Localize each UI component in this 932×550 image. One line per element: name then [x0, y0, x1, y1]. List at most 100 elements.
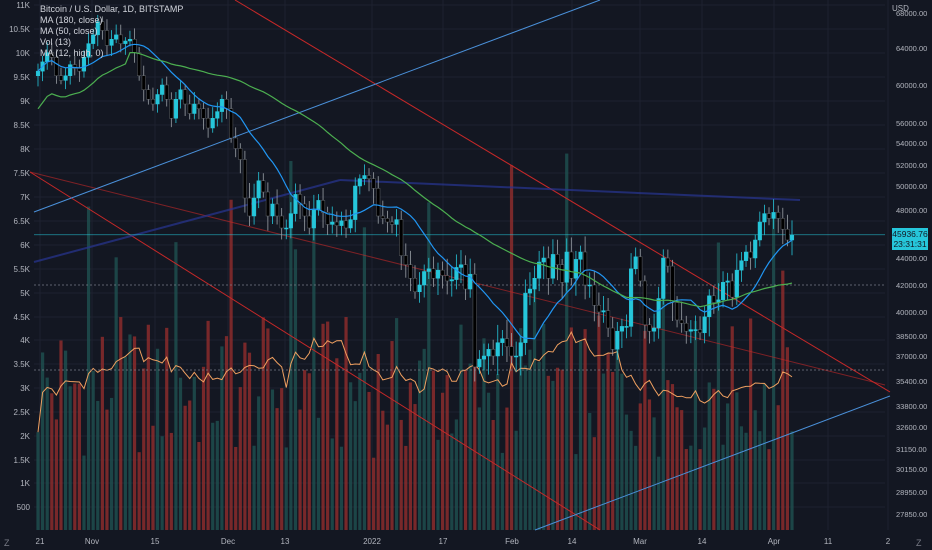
volume-bar: [647, 399, 652, 530]
timezone-icon-left[interactable]: Z: [4, 538, 10, 548]
volume-bar: [284, 447, 288, 530]
volume-bar: [178, 377, 183, 530]
right-axis-tick-label: 50000.00: [896, 182, 927, 191]
left-axis-tick-label: 11K: [16, 1, 30, 10]
candle-body: [776, 212, 781, 219]
volume-bar: [569, 327, 573, 530]
blue-band-line-2: [339, 179, 801, 201]
volume-bar: [459, 324, 463, 530]
volume-bar: [206, 320, 210, 530]
volume-bar: [192, 376, 196, 530]
volume-bar: [776, 405, 780, 530]
volume-bar: [289, 161, 293, 530]
volume-bar: [119, 317, 123, 530]
candle-body: [307, 215, 312, 229]
volume-bar: [50, 393, 54, 530]
volume-bar: [330, 438, 334, 530]
legend-vol-ma: MA (12, high, 0): [40, 48, 104, 58]
current-price-value: 45936.76: [892, 229, 928, 239]
candle-body: [679, 319, 684, 324]
candle-body: [684, 322, 689, 332]
volume-bar: [183, 405, 187, 530]
volume-bar: [197, 442, 201, 530]
candle-body: [601, 310, 606, 313]
volume-bar: [82, 455, 86, 530]
candle-body: [619, 326, 624, 332]
right-axis-tick-label: 68000.00: [896, 9, 927, 18]
volume-bar: [385, 424, 390, 530]
volume-bar: [146, 324, 150, 530]
left-axis-tick-label: 10.5K: [9, 25, 31, 34]
volume-bar: [372, 457, 376, 530]
volume-bar: [77, 383, 81, 530]
volume-bar: [473, 337, 477, 530]
candle-body: [491, 349, 496, 357]
candle-body: [408, 264, 413, 279]
volume-bar: [349, 382, 353, 530]
candle-body: [169, 99, 174, 119]
candle-body: [670, 265, 675, 303]
candle-body: [780, 218, 785, 230]
volume-bar: [785, 347, 790, 530]
candle-body: [178, 89, 183, 100]
volume-bar: [519, 328, 523, 530]
candle-body: [697, 329, 703, 334]
volume-bar: [689, 445, 693, 530]
x-axis-tick-label: 2022: [363, 537, 381, 546]
volume-bar: [174, 242, 178, 531]
volume-bar: [790, 431, 794, 530]
candle-body: [302, 203, 307, 217]
candle-body: [173, 99, 178, 119]
candle-body: [527, 288, 532, 294]
volume-bar: [275, 408, 279, 530]
volume-bar: [666, 380, 670, 530]
left-axis-tick-label: 3K: [20, 384, 30, 393]
candle-body: [362, 175, 367, 179]
volume-bar: [634, 445, 638, 530]
left-axis-tick-label: 9.5K: [14, 73, 31, 82]
volume-bar: [390, 341, 394, 530]
countdown-value: 23:31:31: [893, 239, 927, 249]
candle-body: [109, 39, 114, 46]
chart-legend: Bitcoin / U.S. Dollar, 1D, BITSTAMP MA (…: [40, 4, 183, 59]
candle-body: [279, 215, 284, 229]
candle-body: [298, 194, 303, 205]
volume-bar: [96, 400, 100, 530]
candle-body: [150, 99, 155, 105]
volume-bar: [555, 367, 560, 530]
volume-bar: [105, 409, 109, 530]
volume-bar: [114, 257, 118, 530]
volume-bar: [551, 380, 555, 530]
candle-body: [77, 68, 82, 72]
volume-bar: [588, 412, 592, 530]
volume-bar: [312, 217, 316, 530]
volume-bar: [151, 425, 155, 530]
candle-body: [247, 197, 252, 217]
candle-body: [592, 284, 597, 306]
volume-bar: [565, 153, 569, 531]
candle-body: [541, 257, 546, 263]
volume-bar: [542, 323, 546, 530]
left-axis-tick-label: 8K: [20, 145, 30, 154]
x-axis-tick-label: 21: [36, 537, 45, 546]
volume-bar: [523, 365, 527, 530]
x-axis-tick-label: Apr: [768, 537, 781, 546]
left-axis-tick-label: 4K: [20, 336, 30, 345]
volume-bar: [123, 356, 127, 530]
left-axis-tick-label: 1K: [20, 479, 30, 488]
candle-body: [141, 75, 146, 90]
volume-bar: [726, 403, 730, 530]
candle-body: [330, 221, 335, 225]
volume-bar: [652, 417, 656, 530]
right-axis-tick-label: 35400.00: [896, 377, 927, 386]
x-axis-tick-label: 13: [281, 537, 290, 546]
legend-title: Bitcoin / U.S. Dollar, 1D, BITSTAMP: [40, 4, 184, 14]
volume-bar: [142, 368, 146, 530]
timezone-icon-right[interactable]: Z: [916, 538, 922, 548]
candle-body: [555, 254, 560, 265]
candle-body: [431, 268, 436, 279]
candle-body: [366, 175, 372, 179]
candle-body: [72, 64, 77, 69]
volume-bar: [261, 317, 265, 530]
